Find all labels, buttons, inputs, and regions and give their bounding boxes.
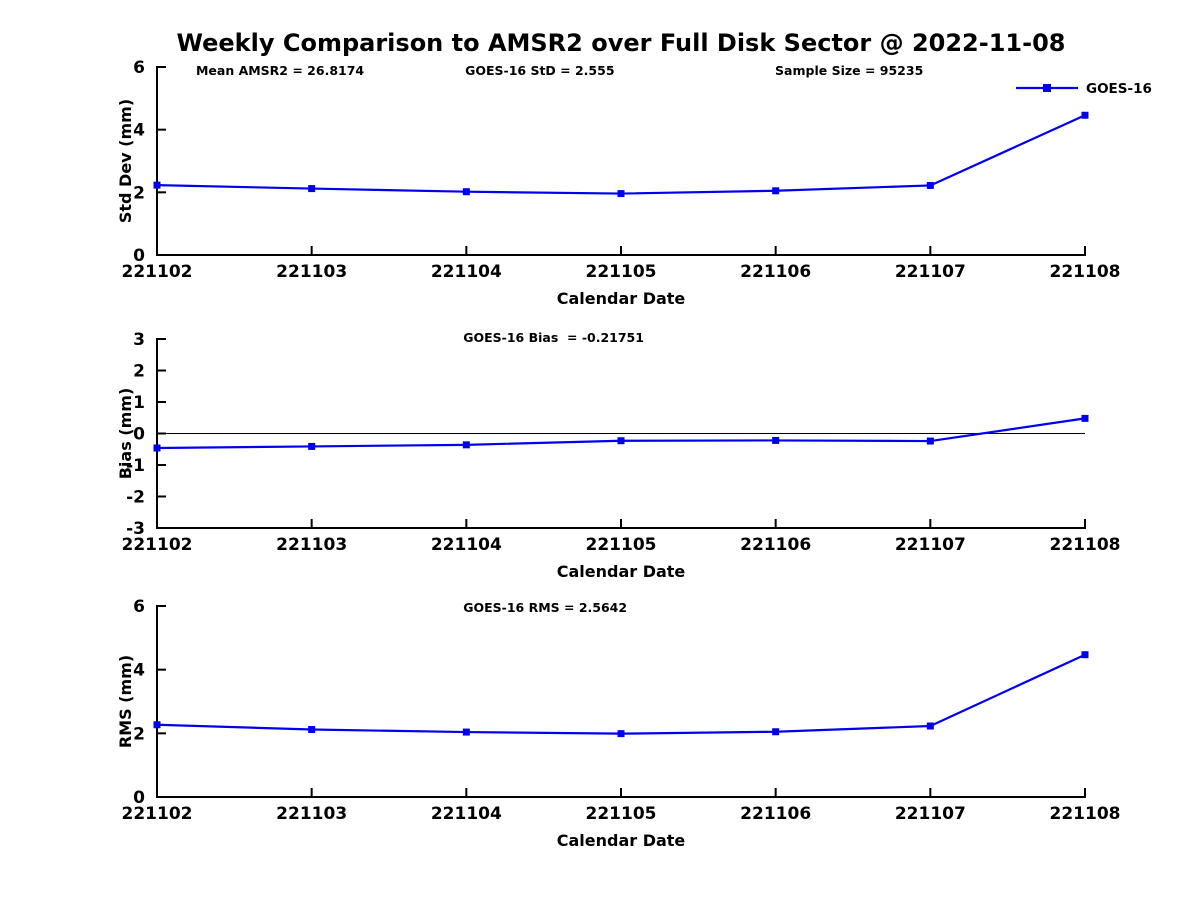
x-tick-label: 221105 [586,535,657,555]
legend-marker [1043,84,1051,92]
annotation-text: Sample Size = 95235 [775,63,923,78]
data-point-marker [1081,111,1089,119]
y-tick-label: 4 [133,661,145,681]
y-tick-label: 2 [133,183,145,203]
x-tick-label: 221104 [431,535,502,555]
data-point-marker [462,441,470,449]
x-tick-label: 221102 [122,804,193,824]
data-point-marker [926,722,934,730]
x-tick-label: 221102 [122,535,193,555]
y-axis-label: Std Dev (mm) [116,99,135,223]
data-point-marker [153,721,161,729]
x-tick-label: 221108 [1050,535,1121,555]
annotation-text: GOES-16 Bias = -0.21751 [463,330,644,345]
x-tick-label: 221104 [431,262,502,282]
x-tick-label: 221105 [586,262,657,282]
y-tick-label: 2 [133,724,145,744]
annotation-text: GOES-16 RMS = 2.5642 [463,600,627,615]
x-tick-label: 221102 [122,262,193,282]
annotation-text: GOES-16 StD = 2.555 [465,63,614,78]
y-tick-label: 2 [133,362,145,382]
data-point-marker [153,181,161,189]
y-tick-label: 6 [133,597,145,617]
figure-title: Weekly Comparison to AMSR2 over Full Dis… [176,29,1066,57]
y-tick-label: 1 [133,393,145,413]
x-axis-label: Calendar Date [557,831,686,850]
data-point-marker [462,728,470,736]
x-tick-label: 221107 [895,262,966,282]
x-tick-label: 221103 [276,535,347,555]
x-tick-label: 221108 [1050,262,1121,282]
annotation-text: Mean AMSR2 = 26.8174 [196,63,364,78]
subplot-bias: -3 -2 -1 0 1 2 3 221102 221103 221104 221105 221106… [116,330,1120,581]
x-axis-label: Calendar Date [557,289,686,308]
data-point-marker [1081,651,1089,659]
data-point-marker [617,437,625,445]
data-point-marker [772,436,780,444]
data-point-marker [153,444,161,452]
data-point-marker [308,726,316,734]
y-tick-label: -1 [126,456,145,476]
data-point-marker [772,728,780,736]
x-tick-label: 221103 [276,262,347,282]
data-point-marker [926,181,934,189]
x-axis-label: Calendar Date [557,562,686,581]
y-axis-label: Bias (mm) [116,388,135,480]
data-line [156,114,1086,195]
y-axis-label: RMS (mm) [116,655,135,748]
data-point-marker [308,442,316,450]
y-tick-label: 0 [133,246,145,266]
x-tick-label: 221104 [431,804,502,824]
data-point-marker [617,730,625,738]
y-tick-label: -3 [126,519,145,539]
x-tick-label: 221105 [586,804,657,824]
data-point-marker [617,190,625,198]
x-tick-label: 221106 [740,262,811,282]
data-point-marker [462,188,470,196]
subplot-std-dev: 0 2 4 6 221102 221103 221104 221105 221106 221107… [116,58,1152,308]
x-tick-label: 221103 [276,804,347,824]
y-tick-label: 3 [133,330,145,350]
x-tick-label: 221107 [895,535,966,555]
data-point-marker [926,437,934,445]
subplot-rms: 0 2 4 6 221102 221103 221104 221105 221106 221107… [116,597,1120,850]
legend-label: GOES-16 [1086,81,1152,97]
x-tick-label: 221108 [1050,804,1121,824]
data-point-marker [772,187,780,195]
y-tick-label: 0 [133,425,145,445]
x-tick-label: 221106 [740,535,811,555]
data-point-marker [308,185,316,193]
data-line [156,653,1086,735]
y-tick-label: 4 [133,121,145,141]
x-tick-label: 221107 [895,804,966,824]
x-tick-label: 221106 [740,804,811,824]
data-point-marker [1081,414,1089,422]
legend: GOES-16 [1016,81,1152,97]
y-tick-label: -2 [126,488,145,508]
y-tick-label: 6 [133,58,145,78]
y-tick-label: 0 [133,788,145,808]
